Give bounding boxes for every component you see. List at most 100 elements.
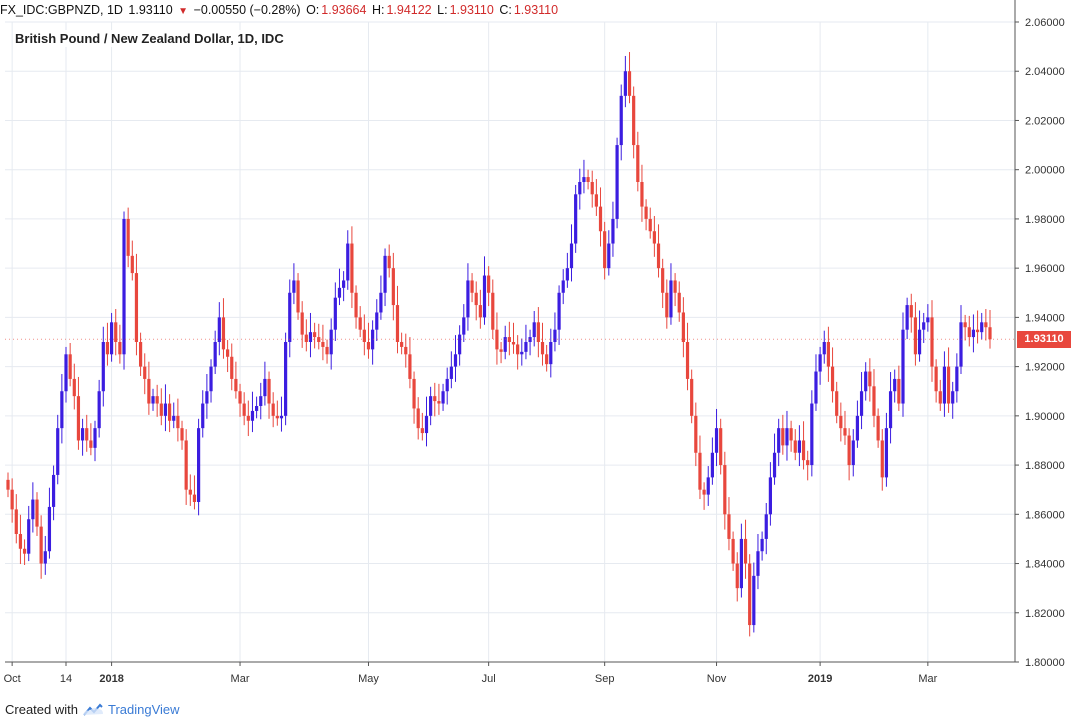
close-value: 1.93110: [513, 3, 559, 17]
candle: [259, 382, 263, 420]
candle-body: [284, 342, 288, 416]
candle-body: [748, 563, 752, 626]
last-price-tag: 1.93110: [1017, 330, 1071, 348]
candle: [922, 312, 926, 343]
candle: [528, 329, 532, 356]
candle-body: [830, 366, 835, 392]
candle-body: [901, 329, 905, 404]
candle-body: [275, 415, 279, 419]
candle: [478, 289, 482, 329]
candle-body: [491, 292, 495, 330]
x-tick-label: May: [358, 673, 379, 685]
candle: [159, 388, 163, 426]
candle: [250, 391, 255, 433]
candle: [764, 502, 768, 555]
candle: [445, 367, 449, 405]
candle: [967, 315, 971, 347]
candle-body: [690, 378, 694, 416]
candle-body: [346, 243, 350, 281]
candle: [872, 369, 876, 428]
candle-body: [138, 342, 143, 367]
candle: [806, 450, 810, 481]
candle-body: [217, 317, 221, 342]
footer-credit[interactable]: Created with TradingView: [5, 702, 180, 717]
candle-body: [706, 477, 710, 495]
candle: [545, 344, 549, 372]
candle: [520, 338, 524, 366]
candle-body: [565, 268, 569, 281]
candle-body: [859, 391, 864, 416]
candle: [574, 184, 578, 253]
candle: [640, 164, 644, 222]
candle: [226, 340, 230, 373]
candle: [408, 337, 412, 389]
candle-body: [201, 403, 205, 429]
x-tick-label: 2018: [99, 673, 123, 685]
candle-body: [213, 342, 217, 367]
chart-axes: 1.80000 1.82000 1.84000 1.86000 1.88000 1.900…: [4, 0, 1065, 685]
candle: [727, 497, 731, 551]
candle-body: [333, 297, 337, 330]
candle-body: [988, 327, 992, 340]
candle: [855, 400, 860, 448]
y-tick-label: 1.82000: [1025, 608, 1065, 620]
candle-body: [818, 354, 822, 372]
candle: [843, 410, 847, 445]
candle: [22, 539, 27, 566]
candle: [275, 400, 279, 426]
candle: [909, 293, 913, 333]
candle: [739, 523, 743, 598]
candle-body: [242, 403, 246, 416]
candle-body: [238, 391, 242, 404]
candle-body: [180, 428, 184, 441]
candle-body: [922, 322, 926, 330]
candle-body: [814, 371, 818, 404]
candle-body: [917, 329, 922, 355]
candle: [768, 462, 772, 526]
candle-body: [516, 344, 520, 355]
candle: [246, 400, 250, 437]
candle: [549, 328, 553, 378]
candle: [10, 478, 14, 523]
x-tick-label: Mar: [231, 673, 250, 685]
candle-body: [876, 415, 880, 441]
candle: [930, 300, 934, 382]
candle-body: [383, 255, 387, 293]
candle-body: [528, 337, 532, 342]
candle: [482, 256, 487, 325]
candle-body: [47, 506, 52, 552]
candle: [350, 226, 354, 309]
candle: [632, 86, 636, 159]
candle-body: [296, 280, 300, 313]
candle: [835, 381, 839, 424]
open-label: O:: [306, 3, 320, 17]
candle: [230, 343, 234, 391]
candle: [781, 414, 785, 455]
candle: [379, 275, 383, 320]
candle-body: [723, 465, 727, 515]
close-label: C:: [499, 3, 512, 17]
candle-body: [304, 334, 308, 342]
candle-body: [234, 378, 238, 392]
candle-body: [474, 292, 478, 306]
candle-body: [358, 317, 362, 330]
last-price: 1.93110: [128, 3, 173, 17]
tradingview-brand[interactable]: TradingView: [107, 702, 180, 717]
candle: [578, 168, 582, 210]
candle: [93, 420, 97, 462]
candle: [586, 169, 590, 190]
candle: [180, 420, 184, 450]
candle-body: [105, 342, 110, 355]
candle: [163, 384, 168, 432]
candle-body: [22, 548, 27, 554]
candle: [474, 281, 478, 321]
candle-body: [176, 415, 180, 429]
candle-body: [797, 440, 802, 453]
candle-body: [574, 194, 578, 244]
candle: [627, 52, 632, 104]
candle-body: [412, 378, 416, 409]
candlestick-chart[interactable]: 1.80000 1.82000 1.84000 1.86000 1.88000 1.900…: [0, 0, 1077, 700]
candle-body: [196, 428, 201, 502]
candle-body: [259, 396, 263, 406]
candle: [105, 322, 110, 366]
